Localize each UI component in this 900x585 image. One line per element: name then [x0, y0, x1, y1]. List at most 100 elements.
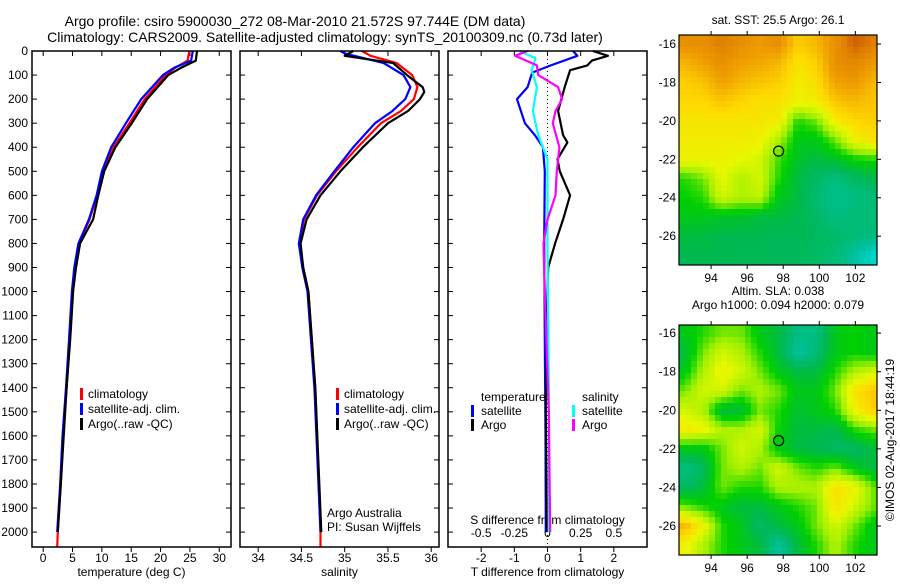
heatmap-cell	[871, 445, 877, 451]
heatmap-cell	[733, 149, 739, 155]
heatmap-cell	[733, 451, 739, 457]
heatmap-cell	[781, 221, 787, 227]
heatmap-cell	[781, 523, 787, 529]
heatmap-cell	[841, 361, 847, 367]
heatmap-cell	[709, 409, 715, 415]
y-tick-label: -20	[659, 114, 677, 128]
heatmap-cell	[835, 77, 841, 83]
heatmap-cell	[685, 379, 691, 385]
heatmap-cell	[853, 505, 859, 511]
heatmap-cell	[823, 233, 829, 239]
heatmap-cell	[703, 553, 709, 555]
heatmap-cell	[841, 367, 847, 373]
heatmap-cell	[739, 493, 745, 499]
heatmap-cell	[691, 89, 697, 95]
heatmap-cell	[817, 95, 823, 101]
heatmap-cell	[763, 89, 769, 95]
heatmap-cell	[799, 71, 805, 77]
heatmap-cell	[745, 125, 751, 131]
heatmap-cell	[721, 125, 727, 131]
heatmap-cell	[739, 185, 745, 191]
heatmap-cell	[715, 475, 721, 481]
heatmap-cell	[823, 421, 829, 427]
heatmap-cell	[859, 77, 865, 83]
heatmap-cell	[751, 209, 757, 215]
heatmap-cell	[727, 245, 733, 251]
heatmap-cell	[799, 65, 805, 71]
heatmap-cell	[835, 415, 841, 421]
heatmap-cell	[679, 257, 685, 263]
heatmap-cell	[865, 409, 871, 415]
heatmap-cell	[697, 35, 703, 41]
heatmap-cell	[871, 107, 877, 113]
legend-label: satellite-adj. clim.	[344, 402, 436, 416]
heatmap-cell	[787, 457, 793, 463]
heatmap-cell	[685, 391, 691, 397]
heatmap-cell	[799, 457, 805, 463]
y-tick-label: 700	[8, 212, 28, 226]
heatmap-cell	[739, 47, 745, 53]
heatmap-cell	[853, 155, 859, 161]
heatmap-cell	[811, 173, 817, 179]
heatmap-cell	[685, 209, 691, 215]
heatmap-cell	[859, 95, 865, 101]
heatmap-cell	[841, 409, 847, 415]
heatmap-cell	[775, 481, 781, 487]
x-axis-label: T difference from climatology	[471, 565, 625, 579]
heatmap-cell	[733, 547, 739, 553]
heatmap-cell	[817, 343, 823, 349]
heatmap-cell	[745, 373, 751, 379]
heatmap-cell	[847, 373, 853, 379]
heatmap-cell	[799, 463, 805, 469]
heatmap-cell	[691, 47, 697, 53]
heatmap-cell	[733, 35, 739, 41]
heatmap-cell	[811, 421, 817, 427]
heatmap-cell	[679, 331, 685, 337]
heatmap-cell	[841, 197, 847, 203]
heatmap-cell	[781, 71, 787, 77]
heatmap-cell	[697, 257, 703, 263]
heatmap-cell	[709, 167, 715, 173]
heatmap-cell	[865, 391, 871, 397]
heatmap-cell	[787, 257, 793, 263]
heatmap-cell	[847, 511, 853, 517]
heatmap-cell	[787, 197, 793, 203]
heatmap-cell	[835, 553, 841, 555]
heatmap-cell	[793, 209, 799, 215]
heatmap-cell	[715, 95, 721, 101]
heatmap-cell	[871, 263, 877, 265]
heatmap-cell	[871, 143, 877, 149]
heatmap-cell	[853, 251, 859, 257]
heatmap-cell	[721, 83, 727, 89]
heatmap-cell	[805, 481, 811, 487]
heatmap-cell	[733, 263, 739, 265]
heatmap-cell	[727, 511, 733, 517]
heatmap-cell	[787, 71, 793, 77]
heatmap-cell	[817, 349, 823, 355]
heatmap-cell	[841, 535, 847, 541]
heatmap-cell	[841, 173, 847, 179]
heatmap-cell	[781, 499, 787, 505]
heatmap-cell	[703, 331, 709, 337]
heatmap-cell	[859, 35, 865, 41]
heatmap-cell	[733, 349, 739, 355]
y-tick-label: 600	[8, 188, 28, 202]
heatmap-cell	[757, 227, 763, 233]
heatmap-cell	[853, 385, 859, 391]
heatmap-cell	[853, 325, 859, 331]
heatmap-cell	[685, 245, 691, 251]
heatmap-cell	[829, 41, 835, 47]
heatmap-cell	[781, 445, 787, 451]
heatmap-cell	[853, 403, 859, 409]
heatmap-cell	[805, 251, 811, 257]
heatmap-cell	[739, 155, 745, 161]
heatmap-cell	[841, 119, 847, 125]
heatmap-cell	[871, 77, 877, 83]
heatmap-cell	[691, 131, 697, 137]
heatmap-cell	[685, 349, 691, 355]
heatmap-cell	[781, 107, 787, 113]
heatmap-cell	[823, 143, 829, 149]
heatmap-cell	[691, 361, 697, 367]
s-tick-label: -0.5	[471, 526, 492, 540]
heatmap-cell	[841, 185, 847, 191]
